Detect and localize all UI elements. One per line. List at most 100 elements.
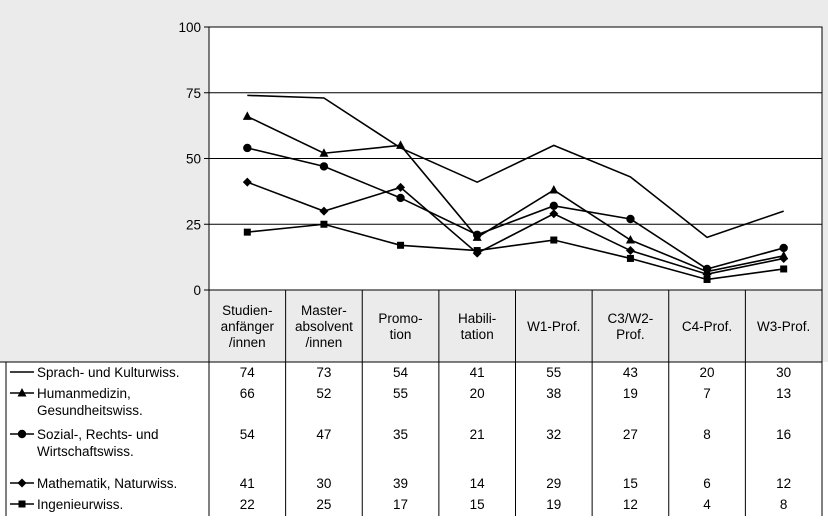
data-label: 15 (623, 476, 638, 491)
legend-marker (18, 500, 26, 508)
x-tick-label: W3-Prof. (757, 319, 810, 334)
data-label: 19 (546, 497, 561, 512)
y-tick-label: 50 (186, 152, 201, 167)
series-line (247, 223, 784, 281)
series-4 (242, 177, 789, 279)
data-label: 43 (623, 365, 638, 380)
data-label: 30 (316, 476, 331, 491)
legend-entry: Sprach- und Kulturwiss. (10, 365, 180, 380)
data-label: 74 (240, 365, 256, 380)
data-point (396, 193, 405, 203)
data-table-row: 74 73 54 41 55 43 20 30 (240, 365, 791, 380)
data-label: 16 (776, 427, 791, 442)
data-label: 8 (780, 497, 788, 512)
x-tick-label: Habili-tation (458, 311, 496, 342)
data-point (319, 206, 329, 216)
data-label: 14 (470, 476, 486, 491)
legend-entry: Humanmedizin, Gesundheitswiss. (10, 386, 143, 418)
x-tick-label: Studien-anfänger/innen (221, 303, 275, 350)
legend-label: Sozial-, Rechts- und Wirtschaftswiss. (37, 427, 159, 459)
data-label: 6 (703, 476, 711, 491)
data-label: 4 (703, 497, 711, 512)
data-label: 47 (316, 427, 331, 442)
data-point (549, 185, 559, 194)
legend-entry: Mathematik, Naturwiss. (10, 476, 177, 491)
data-label: 55 (546, 365, 561, 380)
data-label: 73 (316, 365, 331, 380)
data-point (779, 253, 789, 263)
data-label: 29 (546, 476, 561, 491)
x-tick-label: Promo-tion (378, 311, 422, 342)
y-tick-label: 100 (178, 20, 201, 35)
legend-marker (17, 429, 27, 439)
series-line (246, 115, 784, 273)
data-label: 54 (393, 365, 409, 380)
data-table-row: 22 25 17 15 19 12 4 8 (240, 497, 788, 512)
data-label: 55 (393, 386, 408, 401)
y-tick-label: 25 (186, 217, 201, 232)
data-point (472, 230, 482, 239)
data-label: 35 (393, 427, 408, 442)
x-tick-label: Master-absolvent/innen (295, 303, 353, 350)
data-point (319, 162, 329, 171)
series-3 (243, 143, 788, 274)
x-tick-label: W1-Prof. (527, 319, 580, 334)
data-label: 13 (776, 386, 791, 401)
series-5 (243, 220, 788, 283)
data-point (625, 235, 635, 244)
data-label: 7 (703, 386, 711, 401)
data-point (473, 247, 481, 255)
data-label: 38 (546, 386, 561, 401)
series-line (247, 181, 784, 276)
data-label: 19 (623, 386, 638, 401)
legend-entry: Sozial-, Rechts- und Wirtschaftswiss. (10, 427, 159, 459)
legend-marker (17, 388, 27, 397)
data-label: 15 (470, 497, 485, 512)
data-point (780, 265, 788, 273)
gridlines (209, 26, 822, 291)
data-label: 8 (703, 427, 711, 442)
data-table-row: 41 30 39 14 29 15 6 12 (240, 476, 791, 491)
series-line (247, 94, 784, 239)
data-point (703, 275, 711, 283)
data-label: 21 (470, 427, 485, 442)
data-label: 12 (623, 497, 638, 512)
series-line (247, 147, 784, 270)
data-point (242, 177, 252, 187)
data-point (550, 236, 558, 244)
data-point (779, 243, 788, 253)
x-tick-label: C3/W2-Prof. (608, 311, 654, 342)
data-point (242, 111, 252, 120)
legend-label: Humanmedizin, Gesundheitswiss. (37, 386, 143, 418)
data-label: 20 (470, 386, 485, 401)
data-point (626, 214, 635, 224)
data-label: 32 (546, 427, 561, 442)
series-1 (247, 94, 784, 239)
data-label: 22 (240, 497, 255, 512)
data-point (320, 220, 328, 228)
data-point (549, 201, 559, 211)
data-table-grid (0, 290, 823, 516)
x-axis-categories: Studien-anfänger/innen Master-absolvent/i… (221, 303, 811, 350)
data-table-background (0, 362, 828, 516)
data-point (319, 148, 329, 157)
y-axis-ticks: 0 25 50 75 100 (178, 20, 209, 298)
x-tick-label: C4-Prof. (682, 319, 732, 334)
data-label: 30 (776, 365, 791, 380)
y-tick-label: 0 (193, 283, 201, 298)
data-label: 66 (240, 386, 255, 401)
data-label: 27 (623, 427, 638, 442)
data-point (243, 143, 252, 153)
data-label: 41 (240, 476, 255, 491)
data-point (625, 246, 635, 256)
data-label: 17 (393, 497, 408, 512)
legend-label: Ingenieurwiss. (37, 497, 123, 512)
data-label: 54 (240, 427, 256, 442)
data-table-row: 66 52 55 20 38 19 7 13 (240, 386, 791, 401)
data-label: 52 (316, 386, 331, 401)
data-point (243, 228, 251, 236)
data-point (396, 182, 406, 192)
data-point (397, 241, 405, 249)
data-label: 20 (700, 365, 715, 380)
